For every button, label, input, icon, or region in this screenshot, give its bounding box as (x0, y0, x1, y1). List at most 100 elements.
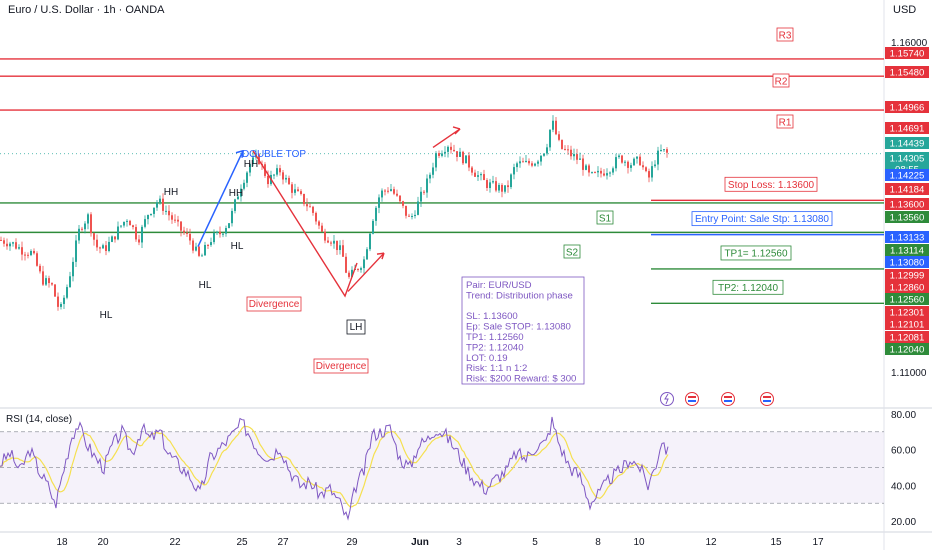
candle-body (33, 250, 35, 254)
level-label-box (596, 210, 614, 225)
time-tick-label: 22 (169, 537, 181, 548)
candle-body (312, 206, 314, 213)
candle-body (486, 180, 488, 189)
candle-body (405, 205, 407, 216)
candle-body (429, 174, 431, 179)
candle-body (84, 223, 86, 230)
flag-stripe (688, 400, 696, 402)
candle-body (633, 158, 635, 166)
price-label-badge (885, 231, 929, 243)
candle-body (369, 233, 371, 250)
candle-body (201, 255, 203, 257)
candle-body (402, 201, 404, 206)
double-top-arrow (197, 150, 244, 247)
price-label-text: 1.14184 (890, 185, 925, 196)
candle-body (561, 139, 563, 149)
candle-body (207, 244, 209, 246)
price-label-badge (885, 256, 929, 268)
time-tick-label: 25 (236, 537, 248, 548)
candle-body (111, 236, 113, 242)
pattern-annotation: HL (231, 241, 244, 252)
candle-body (117, 226, 119, 240)
price-label-badge (885, 293, 929, 305)
level-label: S2 (566, 248, 579, 259)
candle-body (204, 244, 206, 256)
price-label-badge (885, 47, 929, 59)
price-label-text: 1.14225 (890, 171, 925, 182)
candle-body (12, 242, 14, 244)
price-label-text: 1.12860 (890, 283, 925, 294)
price-label-badge (885, 183, 929, 195)
candle-body (171, 215, 173, 220)
pattern-annotation: Divergence (249, 299, 300, 310)
candle-body (210, 242, 212, 246)
candle-body (414, 214, 416, 217)
flag-stripe (688, 396, 696, 398)
candle-body (144, 219, 146, 227)
candle-body (147, 214, 149, 220)
candle-body (141, 226, 143, 243)
candle-body (504, 185, 506, 192)
candle-body (360, 268, 362, 270)
level-label-box (772, 73, 790, 88)
candle-body (585, 165, 587, 170)
candle-body (321, 225, 323, 232)
candle-body (300, 191, 302, 194)
info-box-line: TP1: 1.12560 (466, 332, 524, 343)
candle-body (96, 239, 98, 248)
rsi-line (0, 416, 669, 521)
candle-body (69, 276, 71, 288)
candle-body (399, 195, 401, 202)
candle-body (213, 232, 215, 243)
candle-body (483, 174, 485, 181)
candle-body (534, 163, 536, 166)
annotation-box (346, 319, 366, 335)
candle-body (618, 155, 620, 158)
candle-body (573, 154, 575, 157)
time-tick-label: 8 (595, 537, 601, 548)
candle-body (459, 151, 461, 157)
candle-body (318, 221, 320, 226)
candle-body (519, 161, 521, 164)
candle-body (159, 198, 161, 203)
candle-body (42, 271, 44, 285)
candle-body (30, 250, 32, 256)
candle-body (447, 146, 449, 152)
candle-body (468, 155, 470, 168)
candle-body (420, 191, 422, 202)
flag-stripe (724, 400, 732, 402)
trade-label: TP1= 1.12560 (724, 248, 788, 259)
candle-body (654, 164, 656, 167)
candles-group (0, 115, 668, 311)
candle-body (21, 247, 23, 255)
candle-body (15, 242, 17, 249)
candle-body (279, 168, 281, 173)
candle-body (657, 150, 659, 165)
candle-body (540, 155, 542, 162)
rsi-tick-label: 60.00 (891, 446, 916, 457)
candle-body (531, 163, 533, 166)
divergence-line (252, 150, 358, 298)
candle-body (648, 171, 650, 178)
arrow-head (452, 126, 461, 135)
candle-body (333, 240, 335, 244)
level-label: R3 (779, 31, 792, 42)
price-label-text: 1.13114 (890, 246, 925, 257)
candle-body (129, 220, 131, 226)
rsi-tick-label: 40.00 (891, 481, 916, 492)
pattern-annotation: LH (350, 322, 363, 333)
candle-body (501, 184, 503, 192)
time-tick-label: 18 (56, 537, 68, 548)
candle-body (528, 160, 530, 164)
candle-body (600, 170, 602, 174)
candle-body (462, 151, 464, 164)
candle-body (375, 207, 377, 221)
candle-body (9, 243, 11, 247)
candle-body (612, 168, 614, 173)
us-flag-icon (760, 392, 774, 406)
candle-body (3, 240, 5, 244)
candle-body (516, 163, 518, 168)
price-label-badge (885, 306, 929, 318)
